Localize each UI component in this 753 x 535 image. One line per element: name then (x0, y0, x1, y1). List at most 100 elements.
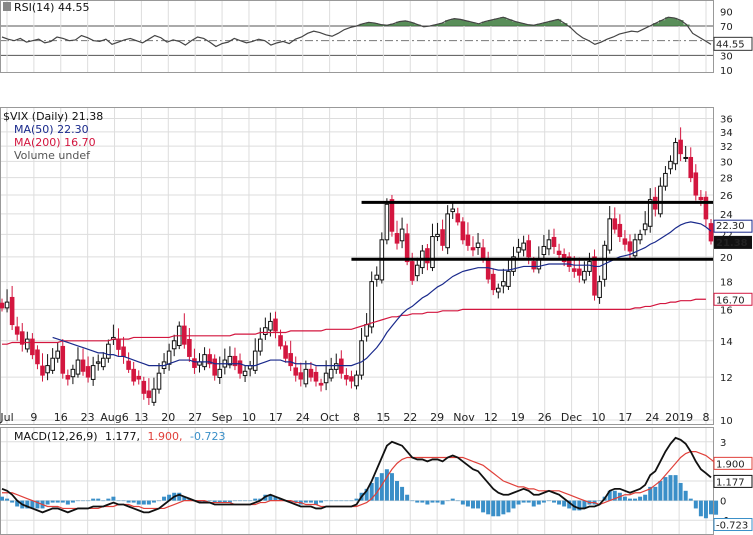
candle-body (4, 301, 10, 309)
candle-body (577, 268, 582, 276)
candle-body (202, 354, 207, 368)
x-tick-label: 8 (703, 411, 710, 424)
macd-histogram-bar (455, 500, 460, 502)
macd-histogram-bar (501, 500, 506, 515)
price-series (0, 127, 714, 406)
macd-histogram-bar (268, 494, 273, 501)
macd-histogram-bar (658, 481, 663, 501)
price-tick-label: 26 (720, 191, 733, 202)
x-tick-label: 16 (54, 411, 68, 424)
macd-histogram-bar (597, 500, 602, 502)
macd-histogram-bar (324, 500, 329, 502)
candle-body (384, 203, 390, 241)
macd-legend-text: MACD(12,26,9) 1.177, 1.900, -0.723 (14, 430, 226, 443)
price-tick-label: 30 (720, 157, 733, 168)
candle-body (126, 360, 131, 370)
candle-body (151, 388, 157, 403)
candle-body (349, 376, 354, 382)
macd-histogram-bar (349, 500, 354, 502)
macd-histogram-bar (521, 500, 526, 503)
macd-histogram-bar (207, 500, 212, 502)
macd-histogram-bar (668, 475, 673, 501)
macd-histogram-bar (567, 500, 572, 509)
x-tick-label: 15 (376, 411, 390, 424)
macd-histogram-bar (45, 500, 50, 505)
candle-body (273, 318, 278, 332)
macd-histogram-bar (633, 498, 638, 501)
macd-histogram-bar (688, 498, 693, 501)
ma200-badge (713, 292, 753, 306)
x-tick-label: Sep (212, 411, 233, 424)
macd-histogram-bar (384, 469, 389, 501)
candle-body (506, 270, 511, 287)
candle-body (592, 256, 597, 296)
x-tick-label: 17 (269, 411, 283, 424)
candle-body (227, 355, 233, 366)
macd-histogram-bar (111, 496, 116, 501)
macd-legend-signal: 1.900, (148, 430, 183, 443)
macd-histogram-bar (511, 500, 516, 509)
macd-histogram-bar (101, 500, 106, 502)
price-tick-label: 22 (720, 230, 733, 241)
candle-body (440, 229, 445, 246)
macd-histogram-bar (703, 500, 708, 519)
macd-histogram-bar (288, 500, 293, 503)
macd-histogram-bar (698, 500, 703, 517)
rsi-tick-label: 70 (720, 22, 733, 33)
macd-histogram-bar (50, 500, 55, 503)
candle-body (85, 366, 91, 378)
macd-value-badge (713, 474, 753, 488)
candle-body (663, 172, 668, 187)
macd-histogram-bar (496, 500, 501, 517)
macd-histogram-bar (0, 496, 4, 501)
macd-histogram-bar (653, 486, 658, 501)
candle-body (470, 247, 476, 251)
candle-body (293, 367, 299, 376)
x-tick-label: 13 (134, 411, 148, 424)
candle-body (146, 390, 152, 399)
macd-histogram-bar (86, 500, 91, 502)
x-tick-label: 19 (511, 411, 525, 424)
candle-body (501, 281, 506, 287)
macd-histogram-bar (75, 500, 80, 502)
macd-histogram-bar (379, 473, 384, 501)
macd-histogram-bar (445, 500, 450, 502)
macd-histogram-bar (156, 500, 161, 502)
macd-histogram-bar (329, 500, 334, 502)
macd-histogram-bar (683, 490, 688, 501)
rsi-tick-label: 30 (720, 51, 733, 62)
candle-body (30, 338, 35, 356)
rsi-last-badge (713, 36, 753, 51)
price-tick-label: 12 (720, 373, 733, 384)
macd-histogram-bar (232, 500, 237, 502)
macd-histogram-bar (607, 490, 612, 501)
price-tick-label: 34 (720, 128, 733, 139)
macd-histogram-bar (162, 496, 167, 501)
candle-body (14, 326, 20, 335)
candle-body (268, 320, 273, 331)
candle-body (450, 208, 456, 213)
macd-histogram-bar (552, 500, 557, 503)
macd-histogram-bar (364, 488, 369, 501)
macd-histogram-bar (151, 500, 156, 503)
macd-histogram-bar (136, 500, 141, 505)
macd-histogram-bar (577, 500, 582, 511)
ma200-line (2, 298, 706, 345)
candle-body (455, 213, 461, 223)
macd-histogram-bar (470, 500, 475, 509)
candle-body (673, 142, 678, 165)
macd-histogram-bar (35, 500, 40, 509)
price-tick-label: 16 (720, 305, 733, 316)
candle-body (318, 382, 324, 386)
macd-histogram-bar (369, 482, 374, 501)
candle-body (141, 380, 147, 394)
macd-histogram-bar (217, 500, 222, 503)
candle-body (658, 185, 663, 215)
candle-body (389, 199, 395, 232)
macd-histogram-bar (709, 500, 713, 515)
candle-body (516, 247, 521, 253)
candle-body (647, 199, 653, 227)
macd-histogram-bar (526, 500, 531, 503)
candle-body (313, 371, 319, 382)
macd-histogram-bar (405, 494, 410, 501)
